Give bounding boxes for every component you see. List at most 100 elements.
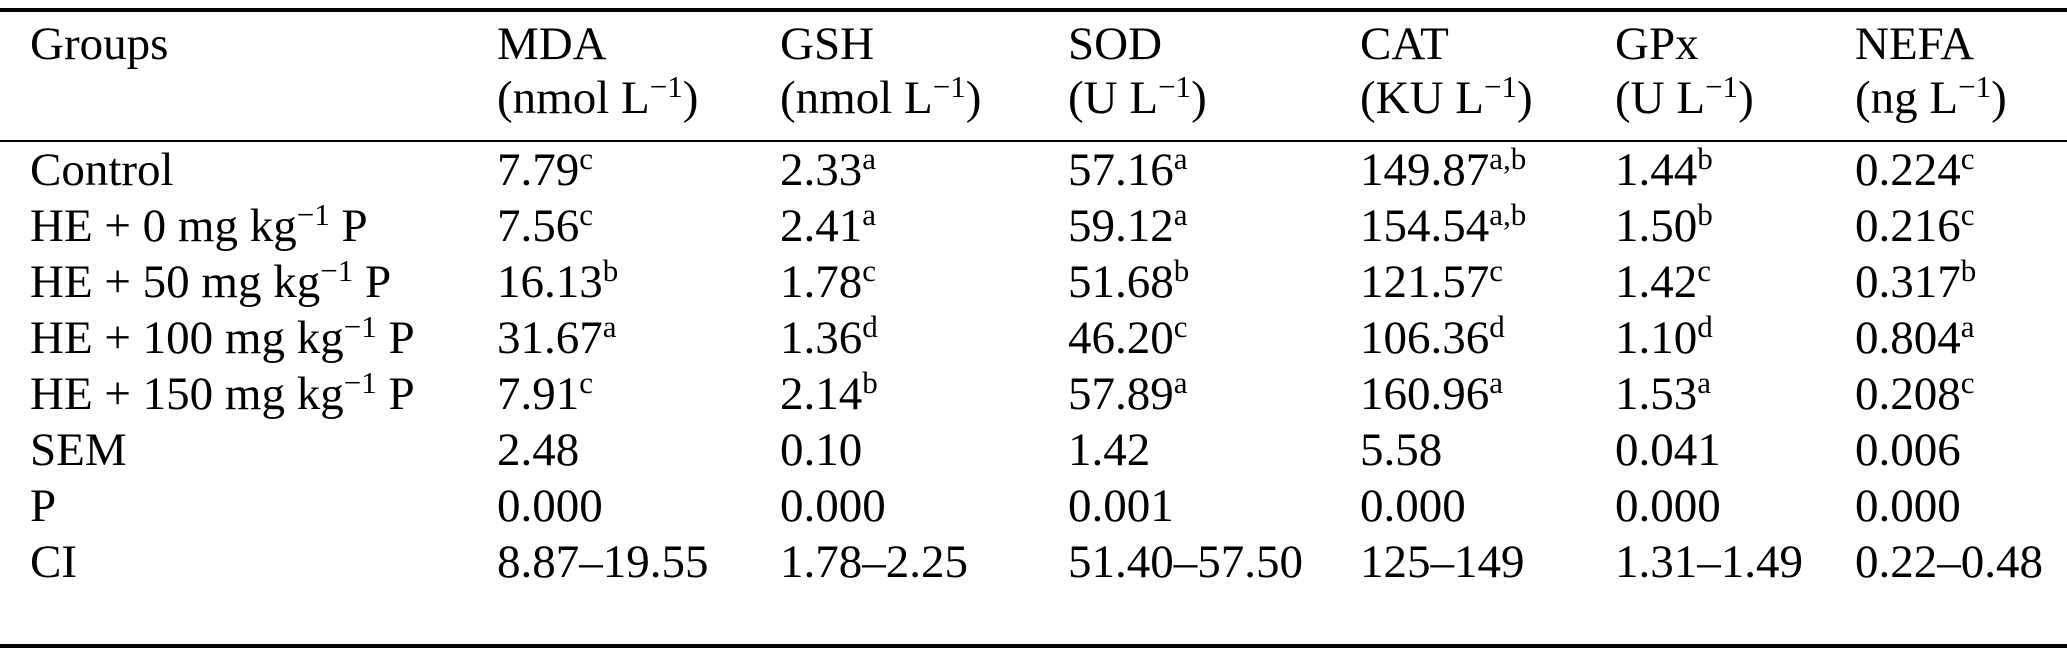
table-cell: 57.16a (1068, 140, 1188, 196)
row-group-label: HE + 100 mg kg−1 P (30, 308, 415, 364)
superscript: −1 (1484, 68, 1517, 104)
column-unit: (KU L−1) (1360, 68, 1533, 124)
table-cell: 0.000 (1360, 480, 1466, 532)
table-cell: 7.56c (497, 196, 594, 252)
table-cell: 2.48 (497, 424, 580, 476)
row-group-label: HE + 150 mg kg−1 P (30, 364, 415, 420)
superscript: −1 (343, 308, 377, 344)
table-cell: 57.89a (1068, 364, 1188, 420)
superscript: −1 (343, 364, 377, 400)
row-group-label: CI (30, 536, 77, 588)
superscript: −1 (649, 68, 683, 104)
superscript: b (862, 364, 878, 400)
table-cell: 1.36d (780, 308, 878, 364)
table-cell: 1.50b (1615, 196, 1713, 252)
column-name: NEFA (1855, 18, 1975, 70)
table-cell: 1.78–2.25 (780, 536, 968, 588)
table-cell: 1.42c (1615, 252, 1712, 308)
column-header-nefa: NEFA (ng L−1) (1855, 10, 2067, 141)
table-cell: 0.041 (1615, 424, 1721, 476)
column-header-groups: Groups (0, 10, 497, 141)
table-cell: 2.14b (780, 364, 878, 420)
table-body: Control 7.79c 2.33a 57.16a 149.87a,b 1.44b 0.2… (0, 141, 2067, 646)
table-cell: 7.79c (497, 140, 594, 196)
table-cell: 1.78c (780, 252, 877, 308)
table-cell: 5.58 (1360, 424, 1443, 476)
superscript: b (602, 252, 619, 288)
superscript: −1 (296, 196, 330, 232)
table-cell: 2.41a (780, 196, 877, 252)
superscript: a (1697, 364, 1712, 400)
column-unit: (ng L−1) (1855, 68, 2007, 124)
table-cell: 51.68b (1068, 252, 1190, 308)
superscript: −1 (932, 68, 966, 104)
superscript: a (1173, 140, 1188, 176)
table-cell: 1.53a (1615, 364, 1712, 420)
column-header-cat: CAT (KU L−1) (1360, 10, 1615, 141)
table-cell: 0.317b (1855, 252, 1977, 308)
table-cell: 46.20c (1068, 308, 1188, 364)
superscript: b (1697, 196, 1713, 232)
header-row: Groups MDA (nmol L−1) GSH (nmol L−1) SOD (U L−… (0, 10, 2067, 141)
table-cell: 121.57c (1360, 252, 1504, 308)
column-header-gpx: GPx (U L−1) (1615, 10, 1855, 141)
superscript: a (1489, 364, 1504, 400)
table-cell: 1.31–1.49 (1615, 536, 1803, 588)
column-name: CAT (1360, 18, 1449, 70)
superscript: −1 (320, 252, 354, 288)
table-cell: 0.804a (1855, 308, 1975, 364)
results-table: Groups MDA (nmol L−1) GSH (nmol L−1) SOD (U L−… (0, 8, 2067, 648)
superscript: a (1960, 308, 1975, 344)
table-cell: 59.12a (1068, 196, 1188, 252)
table-cell: 2.33a (780, 140, 877, 196)
superscript: c (579, 196, 594, 232)
superscript: d (1697, 308, 1713, 344)
table-cell: 0.000 (780, 480, 886, 532)
table-cell: 31.67a (497, 308, 617, 364)
column-unit: (nmol L−1) (780, 68, 982, 124)
column-unit: (U L−1) (1615, 68, 1754, 124)
superscript: c (1489, 252, 1504, 288)
table-cell: 1.44b (1615, 140, 1713, 196)
table-header: Groups MDA (nmol L−1) GSH (nmol L−1) SOD (U L−… (0, 10, 2067, 141)
column-unit: (U L−1) (1068, 68, 1207, 124)
column-name: SOD (1068, 18, 1163, 70)
superscript: a (1173, 196, 1188, 232)
superscript: c (579, 140, 594, 176)
superscript: c (1960, 196, 1975, 232)
table-cell: 0.224c (1855, 140, 1975, 196)
table-cell: 0.001 (1068, 480, 1174, 532)
row-group-label: SEM (30, 424, 127, 476)
table-cell: 0.208c (1855, 364, 1975, 420)
superscript: c (1960, 364, 1975, 400)
superscript: −1 (1158, 68, 1192, 104)
table-cell: 0.000 (1855, 480, 1961, 532)
superscript: b (1173, 252, 1190, 288)
table-cell: 125–149 (1360, 536, 1525, 588)
superscript: d (1489, 308, 1505, 344)
table-cell: 0.000 (497, 480, 603, 532)
table-cell: 160.96a (1360, 364, 1504, 420)
table-row: CI 8.87–19.55 1.78–2.25 51.40–57.50 125–149 1… (0, 534, 2067, 646)
superscript: b (1697, 140, 1713, 176)
superscript: a (862, 196, 877, 232)
column-unit: (nmol L−1) (497, 68, 699, 124)
superscript: a (862, 140, 877, 176)
table-row: HE + 150 mg kg−1 P 7.91c 2.14b 57.89a 160.96… (0, 366, 2067, 422)
superscript: a,b (1489, 140, 1527, 176)
table-cell: 16.13b (497, 252, 619, 308)
superscript: d (862, 308, 878, 344)
superscript: −1 (1958, 68, 1992, 104)
table-cell: 51.40–57.50 (1068, 536, 1303, 588)
superscript: a,b (1489, 196, 1527, 232)
superscript: c (862, 252, 877, 288)
table-cell: 1.42 (1068, 424, 1151, 476)
table-row: HE + 0 mg kg−1 P 7.56c 2.41a 59.12a 154.54a,… (0, 198, 2067, 254)
table-row: HE + 100 mg kg−1 P 31.67a 1.36d 46.20c 106.3… (0, 310, 2067, 366)
table-row: SEM 2.48 0.10 1.42 5.58 0.041 0.006 (0, 422, 2067, 478)
column-name: Groups (30, 18, 169, 70)
row-group-label: HE + 0 mg kg−1 P (30, 196, 368, 252)
table-cell: 149.87a,b (1360, 140, 1527, 196)
table-cell: 154.54a,b (1360, 196, 1527, 252)
